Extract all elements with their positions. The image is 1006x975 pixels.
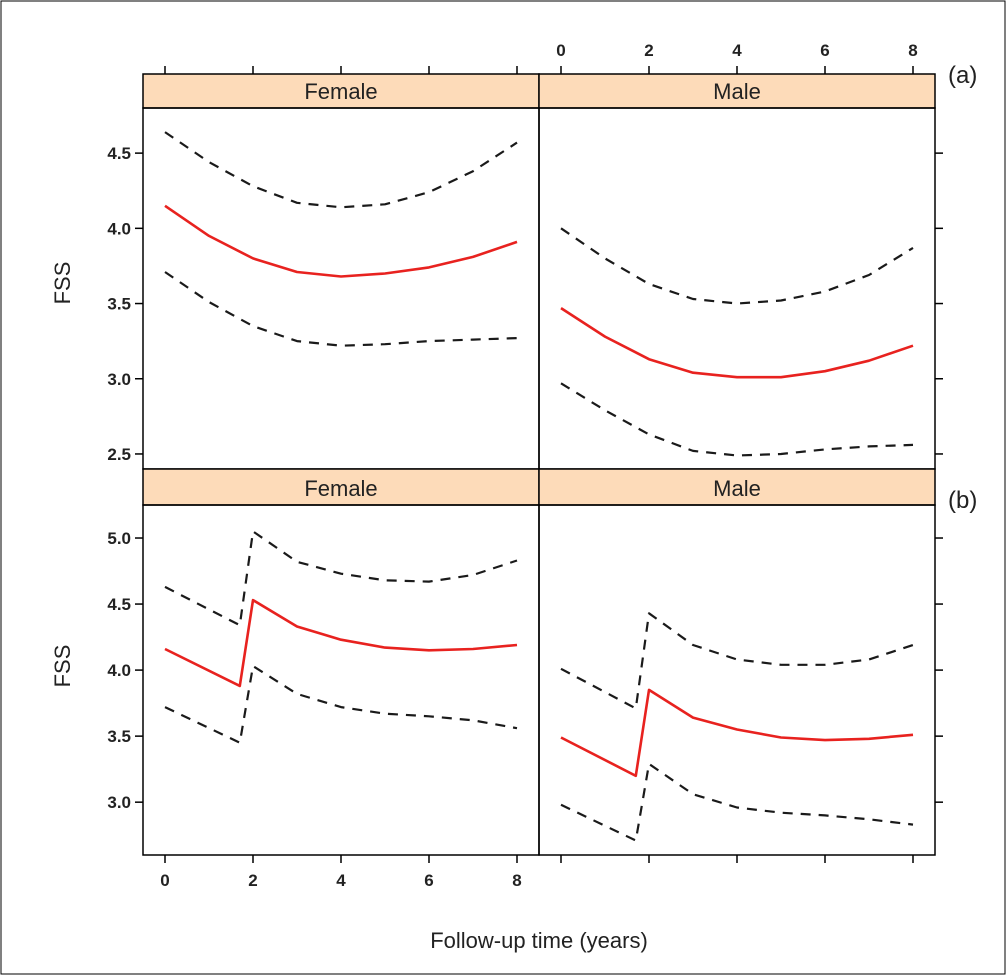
x-tick-label: 8 [908,41,917,60]
strip-female [142,73,540,109]
x-tick-label: 2 [644,41,653,60]
panel-group-a: Female 2.5 3.0 3.5 4.0 4.5 Male 0 2 4 6 8 [107,41,943,470]
y-tick-label: 4.5 [107,595,131,614]
x-tick-label: 4 [732,41,742,60]
facet-male: Male [538,468,943,863]
x-tick-label: 6 [424,871,433,890]
series-line-lower [560,762,914,842]
y-tick-label: 4.5 [107,144,131,163]
x-tick-label: 0 [160,871,169,890]
y-tick-label: 4.0 [107,219,131,238]
strip-label: Female [304,79,377,104]
y-tick-label: 5.0 [107,529,131,548]
y-tick-label: 3.5 [107,727,131,746]
series-line-lower [560,382,914,457]
strip-male [538,468,936,506]
y-tick-label: 4.0 [107,661,131,680]
facet-male: Male 0 2 4 6 8 [538,41,943,470]
facet-female: Female 3.0 3.5 4.0 4.5 5.0 0 2 4 6 8 [107,468,540,890]
series-line-lower [164,271,518,347]
x-axis-title: Follow-up time (years) [430,928,648,953]
x-tick-label: 6 [820,41,829,60]
series-line-lower [164,664,518,744]
series-line-fitted [560,688,914,778]
y-axis-title-b: FSS [50,645,75,688]
panel-tag-b: (b) [948,487,977,514]
y-tick-label: 3.0 [107,370,131,389]
chart-layer: Female 2.5 3.0 3.5 4.0 4.5 Male 0 2 4 6 8 Female 3.0 3… [107,41,943,890]
strip-label: Male [713,79,761,104]
y-tick-label: 2.5 [107,445,131,464]
series-line-fitted [164,598,518,688]
y-axis-title-a: FSS [50,262,75,305]
x-tick-label: 2 [248,871,257,890]
strip-label: Male [713,476,761,501]
x-tick-label: 0 [556,41,565,60]
series-line-upper [560,227,914,305]
x-tick-label: 4 [336,871,346,890]
series-line-upper [164,530,518,627]
panel-tag-a: (a) [948,62,977,89]
series-line-upper [560,612,914,710]
y-tick-label: 3.5 [107,295,131,314]
series-line-fitted [164,204,518,278]
y-tick-label: 3.0 [107,793,131,812]
x-tick-label: 8 [512,871,521,890]
panel-group-b: Female 3.0 3.5 4.0 4.5 5.0 0 2 4 6 8 Male [107,468,943,890]
strip-label: Female [304,476,377,501]
series-line-fitted [560,307,914,379]
